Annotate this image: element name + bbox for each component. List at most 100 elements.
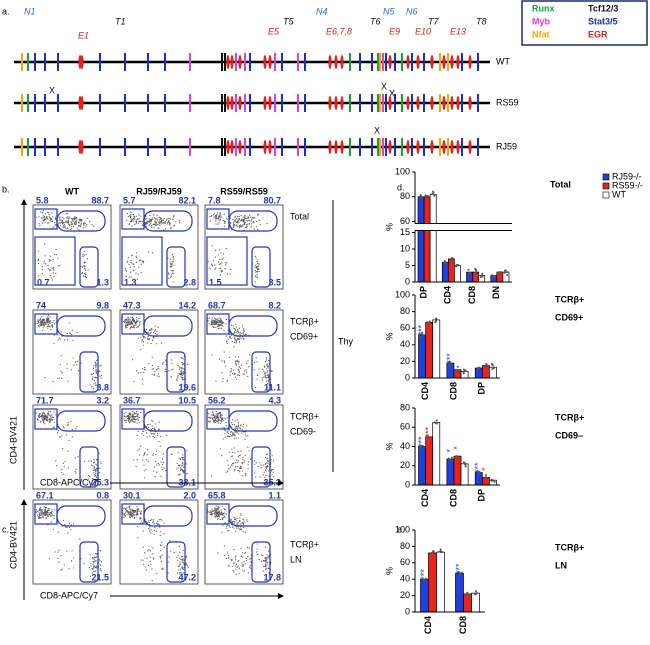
event-dot xyxy=(46,322,49,324)
event-dot xyxy=(154,217,156,219)
gate-value: 21.5 xyxy=(91,572,109,582)
event-dot xyxy=(41,416,43,418)
event-dot xyxy=(130,271,132,273)
factor-label: T7 xyxy=(428,16,439,26)
event-dot xyxy=(142,344,144,346)
event-dot xyxy=(235,426,237,428)
bar xyxy=(429,193,437,283)
gate xyxy=(228,505,278,527)
event-dot xyxy=(255,357,257,359)
event-dot xyxy=(186,472,188,475)
event-dot xyxy=(49,316,51,318)
event-dot xyxy=(245,369,247,371)
event-dot xyxy=(93,458,95,461)
event-dot xyxy=(39,224,41,227)
event-dot xyxy=(100,374,103,377)
event-dot xyxy=(156,333,158,336)
event-dot xyxy=(230,337,232,340)
event-dot xyxy=(39,414,41,416)
event-dot xyxy=(170,270,172,272)
event-dot xyxy=(155,450,158,452)
event-dot xyxy=(239,333,241,335)
event-dot xyxy=(51,416,53,418)
event-dot xyxy=(256,265,258,268)
event-dot xyxy=(217,420,219,422)
event-dot xyxy=(157,462,159,465)
event-dot xyxy=(218,280,220,282)
event-dot xyxy=(43,323,45,325)
axis-label: CD4-BV421 xyxy=(8,416,18,464)
event-dot xyxy=(226,262,228,264)
event-dot xyxy=(212,319,214,321)
event-dot xyxy=(224,268,226,270)
event-dot xyxy=(99,467,101,469)
site-mark xyxy=(442,140,446,154)
event-dot xyxy=(71,436,73,438)
event-dot xyxy=(47,514,49,516)
site-mark xyxy=(268,96,272,110)
event-dot xyxy=(71,329,73,331)
event-dot xyxy=(246,546,249,548)
replicate-dot xyxy=(490,479,493,482)
event-dot xyxy=(93,565,95,567)
event-dot xyxy=(220,327,223,329)
bar xyxy=(432,319,441,379)
event-dot xyxy=(75,216,78,219)
event-dot xyxy=(43,412,45,414)
event-dot xyxy=(38,250,40,252)
event-dot xyxy=(44,376,46,379)
event-dot xyxy=(138,422,140,424)
event-dot xyxy=(243,423,245,425)
event-dot xyxy=(230,455,232,457)
event-dot xyxy=(171,263,173,266)
event-dot xyxy=(267,462,269,464)
event-dot xyxy=(245,217,247,220)
event-dot xyxy=(221,506,223,508)
significance: *** xyxy=(416,436,426,447)
event-dot xyxy=(232,520,234,522)
event-dot xyxy=(95,480,98,482)
event-dot xyxy=(266,562,268,564)
event-dot xyxy=(129,416,131,418)
event-dot xyxy=(242,518,244,520)
event-dot xyxy=(244,552,246,555)
event-dot xyxy=(217,328,219,330)
event-dot xyxy=(246,225,248,227)
event-dot xyxy=(177,474,179,476)
bar xyxy=(441,261,449,283)
event-dot xyxy=(251,218,253,220)
event-dot xyxy=(159,445,161,447)
event-dot xyxy=(237,460,240,462)
event-dot xyxy=(57,429,59,432)
gate xyxy=(166,351,186,393)
event-dot xyxy=(89,554,91,556)
event-dot xyxy=(140,517,142,520)
event-dot xyxy=(36,510,39,512)
bar xyxy=(454,265,461,283)
event-dot xyxy=(233,434,235,436)
event-dot xyxy=(215,411,217,413)
event-dot xyxy=(65,222,67,224)
event-dot xyxy=(153,427,155,429)
gate xyxy=(228,210,278,232)
event-dot xyxy=(43,217,45,219)
event-dot xyxy=(84,265,86,267)
significance: * xyxy=(445,449,455,453)
event-dot xyxy=(129,220,131,222)
event-dot xyxy=(57,551,59,553)
event-dot xyxy=(44,243,46,245)
event-dot xyxy=(224,432,226,435)
event-dot xyxy=(233,447,235,449)
gate-value: 56.2 xyxy=(208,395,226,405)
event-dot xyxy=(47,218,49,220)
event-dot xyxy=(176,468,178,470)
event-dot xyxy=(242,569,244,571)
event-dot xyxy=(266,223,268,225)
event-dot xyxy=(128,506,130,509)
event-dot xyxy=(248,354,251,356)
gate-value: 1.3 xyxy=(124,277,137,287)
event-dot xyxy=(137,537,139,539)
event-dot xyxy=(214,420,216,422)
event-dot xyxy=(53,421,55,423)
event-dot xyxy=(134,216,136,218)
